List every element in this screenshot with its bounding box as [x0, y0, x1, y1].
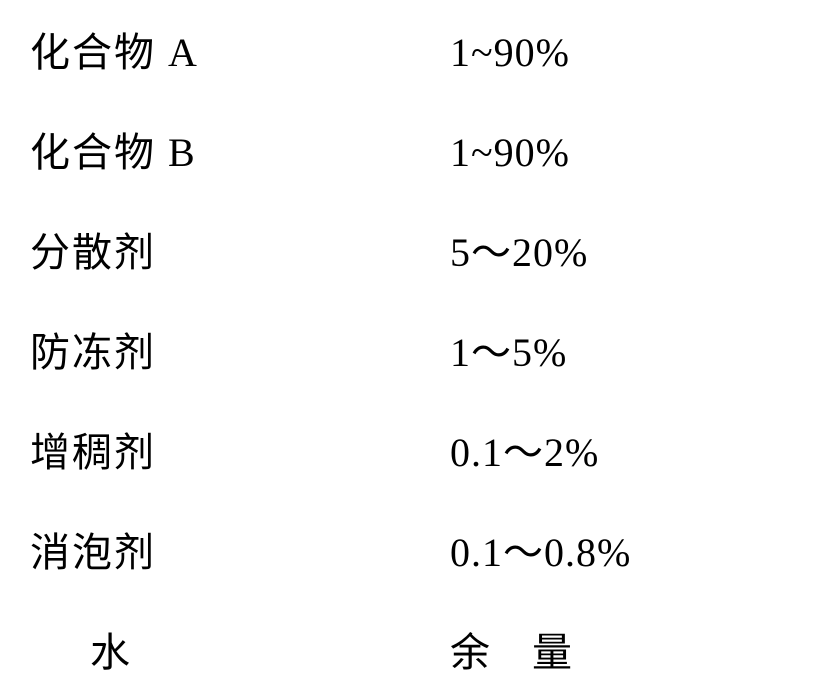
- row-label: 水: [30, 620, 450, 678]
- row-label: 化合物 B: [30, 120, 450, 178]
- table-row: 水 余 量: [30, 620, 786, 678]
- row-value: 1～5%: [450, 320, 567, 378]
- row-value: 0.1～2%: [450, 420, 599, 478]
- row-value: 5～20%: [450, 220, 588, 278]
- row-value: 1~90%: [450, 129, 570, 176]
- table-row: 防冻剂 1～5%: [30, 320, 786, 378]
- table-row: 化合物 A 1~90%: [30, 20, 786, 78]
- table-row: 化合物 B 1~90%: [30, 120, 786, 178]
- row-label: 化合物 A: [30, 20, 450, 78]
- row-label: 分散剂: [30, 220, 450, 278]
- row-label: 消泡剂: [30, 520, 450, 578]
- table-row: 消泡剂 0.1～0.8%: [30, 520, 786, 578]
- row-label: 防冻剂: [30, 320, 450, 378]
- row-label: 增稠剂: [30, 420, 450, 478]
- row-value: 1~90%: [450, 29, 570, 76]
- table-row: 增稠剂 0.1～2%: [30, 420, 786, 478]
- composition-table: 化合物 A 1~90% 化合物 B 1~90% 分散剂 5～20% 防冻剂 1～…: [30, 20, 786, 678]
- table-row: 分散剂 5～20%: [30, 220, 786, 278]
- row-value: 0.1～0.8%: [450, 520, 631, 578]
- row-value: 余 量: [450, 620, 588, 678]
